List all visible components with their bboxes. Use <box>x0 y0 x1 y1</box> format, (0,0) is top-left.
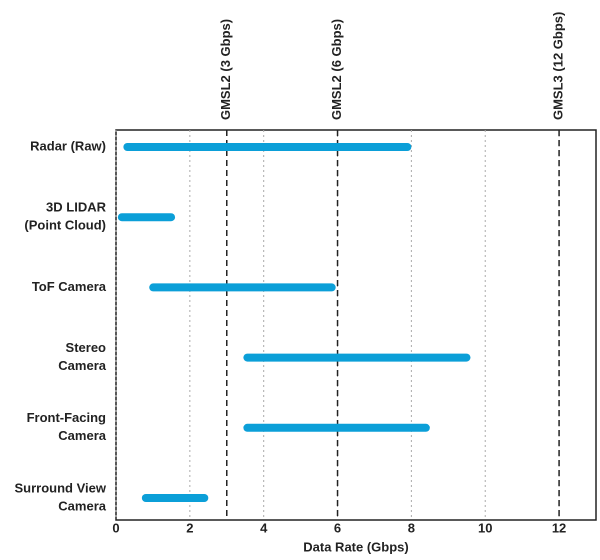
plot-frame <box>115 129 597 521</box>
y-tick-label: Camera <box>58 358 106 373</box>
y-tick-label: Radar (Raw) <box>30 138 106 153</box>
x-tick-label: 12 <box>552 520 566 535</box>
reference-label: GMSL2 (3 Gbps) <box>218 19 233 120</box>
x-axis-title: Data Rate (Gbps) <box>303 539 408 554</box>
x-tick-label: 2 <box>186 520 193 535</box>
y-tick-label: Front-Facing <box>27 410 106 425</box>
y-tick-label: Camera <box>58 498 106 513</box>
y-tick-label: (Point Cloud) <box>24 218 106 233</box>
y-tick-label: Surround View <box>15 480 107 495</box>
y-tick-label: Camera <box>58 428 106 443</box>
y-tick-label: ToF Camera <box>32 279 107 294</box>
x-tick-label: 0 <box>112 520 119 535</box>
x-tick-label: 4 <box>260 520 268 535</box>
x-tick-label: 8 <box>408 520 415 535</box>
x-tick-label: 6 <box>334 520 341 535</box>
x-tick-label: 10 <box>478 520 492 535</box>
y-tick-label: Stereo <box>66 340 107 355</box>
y-tick-label: 3D LIDAR <box>46 200 107 215</box>
reference-label: GMSL3 (12 Gbps) <box>551 12 566 120</box>
reference-label: GMSL2 (6 Gbps) <box>329 19 344 120</box>
